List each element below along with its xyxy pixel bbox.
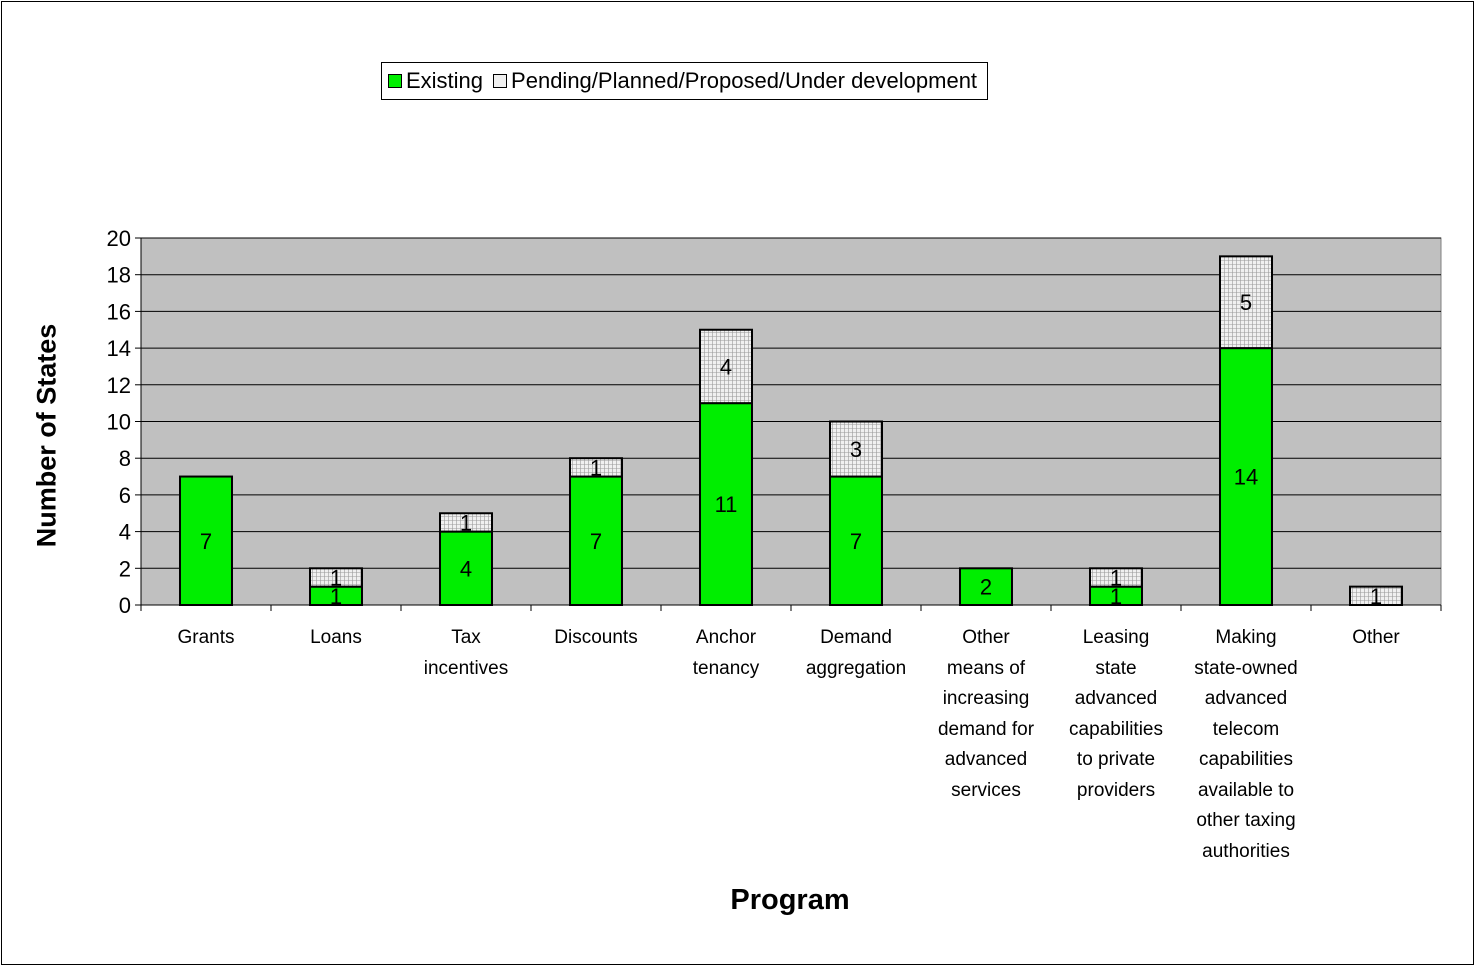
data-label-existing: 7 (200, 529, 212, 554)
y-tick-label: 10 (107, 410, 131, 435)
data-label-pending: 5 (1240, 290, 1252, 315)
data-label-pending: 3 (850, 437, 862, 462)
bar-pending (829, 420, 883, 478)
y-axis-title: Number of States (31, 323, 62, 548)
bar-pending (699, 328, 753, 405)
bar-pending (1219, 255, 1273, 350)
x-tick-label: Leasing state advanced capabilities to priva… (1054, 623, 1178, 806)
x-tick-label-line: incentives (423, 657, 509, 679)
legend-swatch-existing (388, 74, 402, 88)
bar-pending (1349, 585, 1403, 607)
data-label-existing: 2 (980, 575, 992, 600)
data-label-pending: 1 (590, 455, 602, 480)
data-label-existing: 7 (590, 529, 602, 554)
data-label-existing: 1 (330, 584, 342, 609)
x-tick-label-line: telecom (1212, 718, 1280, 740)
legend-label-pending: Pending/Planned/Proposed/Under developme… (511, 68, 978, 93)
x-tick-label-line: authorities (1202, 840, 1290, 862)
x-tick-label-line: available to (1197, 779, 1295, 801)
data-label-pending: 4 (720, 354, 732, 379)
y-tick-label: 8 (119, 446, 131, 471)
data-label-pending: 1 (460, 510, 472, 535)
data-label-existing: 1 (1110, 584, 1122, 609)
y-tick-label: 14 (107, 336, 131, 361)
x-tick-label-line: Other (1352, 627, 1400, 648)
x-tick-label-line: means of (946, 657, 1026, 679)
bar-existing (1219, 347, 1273, 606)
x-tick-label-line: Discounts (554, 627, 638, 648)
x-tick-label-line: aggregation (805, 657, 907, 679)
data-label-existing: 7 (850, 529, 862, 554)
x-tick-label-line: Anchor (695, 627, 757, 648)
x-tick-label: Grants (144, 623, 268, 654)
x-tick-label-line: capabilities (1069, 718, 1163, 740)
bar-existing (179, 475, 233, 606)
x-tick-label: Discounts (534, 623, 658, 654)
data-label-pending: 1 (330, 565, 342, 590)
x-tick-label-line: capabilities (1199, 749, 1293, 770)
y-tick-label: 6 (119, 483, 131, 508)
bar-pending (439, 512, 493, 533)
data-label-existing: 14 (1234, 465, 1258, 490)
x-tick-label-line: advanced (1074, 688, 1158, 709)
x-tick-label: Other (1314, 623, 1438, 654)
legend: Existing Pending/Planned/Proposed/Under … (381, 62, 989, 100)
x-tick-label-line: to private (1076, 749, 1156, 770)
y-tick-label: 20 (107, 226, 131, 251)
x-tick-label-line: state-owned (1194, 657, 1298, 679)
data-label-existing: 11 (715, 492, 738, 517)
x-tick-label-line: Making (1215, 627, 1277, 648)
legend-item-existing: Existing (388, 68, 483, 94)
legend-item-pending: Pending/Planned/Proposed/Under developme… (493, 68, 977, 94)
data-label-existing: 4 (460, 556, 472, 581)
x-tick-label-line: providers (1076, 779, 1156, 801)
x-axis-title: Program (730, 884, 850, 916)
x-tick-label: Loans (274, 623, 398, 654)
bar-existing (959, 567, 1013, 606)
x-tick-label-line: Tax (451, 627, 481, 648)
x-tick-label-line: Leasing (1082, 627, 1150, 648)
data-label-pending: 1 (1110, 565, 1122, 590)
y-tick-label: 16 (107, 299, 131, 324)
x-tick-label-line: Loans (310, 627, 362, 648)
x-tick-label-line: services (951, 779, 1021, 801)
legend-swatch-pending (493, 74, 508, 88)
x-tick-label-line: advanced (944, 749, 1028, 770)
x-tick-label-line: Demand (820, 627, 892, 648)
bar-pending (309, 567, 363, 588)
x-tick-label: Tax incentives (404, 623, 528, 684)
x-tick-label-line: increasing (942, 688, 1030, 709)
bar-existing (439, 530, 493, 606)
x-tick-label: Other means of increasing demand for advance… (924, 623, 1048, 806)
x-tick-label-line: advanced (1204, 688, 1288, 709)
y-tick-label: 4 (119, 520, 131, 545)
y-tick-label: 12 (107, 373, 131, 398)
bar-pending (1089, 567, 1143, 588)
bar-existing (569, 475, 623, 606)
x-tick-label-line: state (1095, 657, 1137, 679)
data-label-pending: 1 (1370, 584, 1382, 609)
x-tick-label-line: Grants (177, 627, 235, 648)
x-tick-label: Anchor tenancy (664, 623, 788, 684)
x-tick-label: Demand aggregation (794, 623, 918, 684)
x-tick-label-line: Other (962, 627, 1010, 648)
y-tick-label: 18 (107, 263, 131, 288)
bar-pending (569, 457, 623, 478)
x-tick-label-line: other taxing (1196, 810, 1296, 831)
legend-label-existing: Existing (406, 68, 484, 93)
bar-existing (829, 475, 883, 606)
x-tick-label-line: demand for (937, 718, 1035, 740)
y-tick-label: 2 (119, 556, 131, 581)
x-tick-label: Making state-owned advanced telecom capabili… (1184, 623, 1308, 867)
x-tick-label-line: tenancy (692, 657, 760, 679)
y-tick-label: 0 (119, 593, 131, 618)
